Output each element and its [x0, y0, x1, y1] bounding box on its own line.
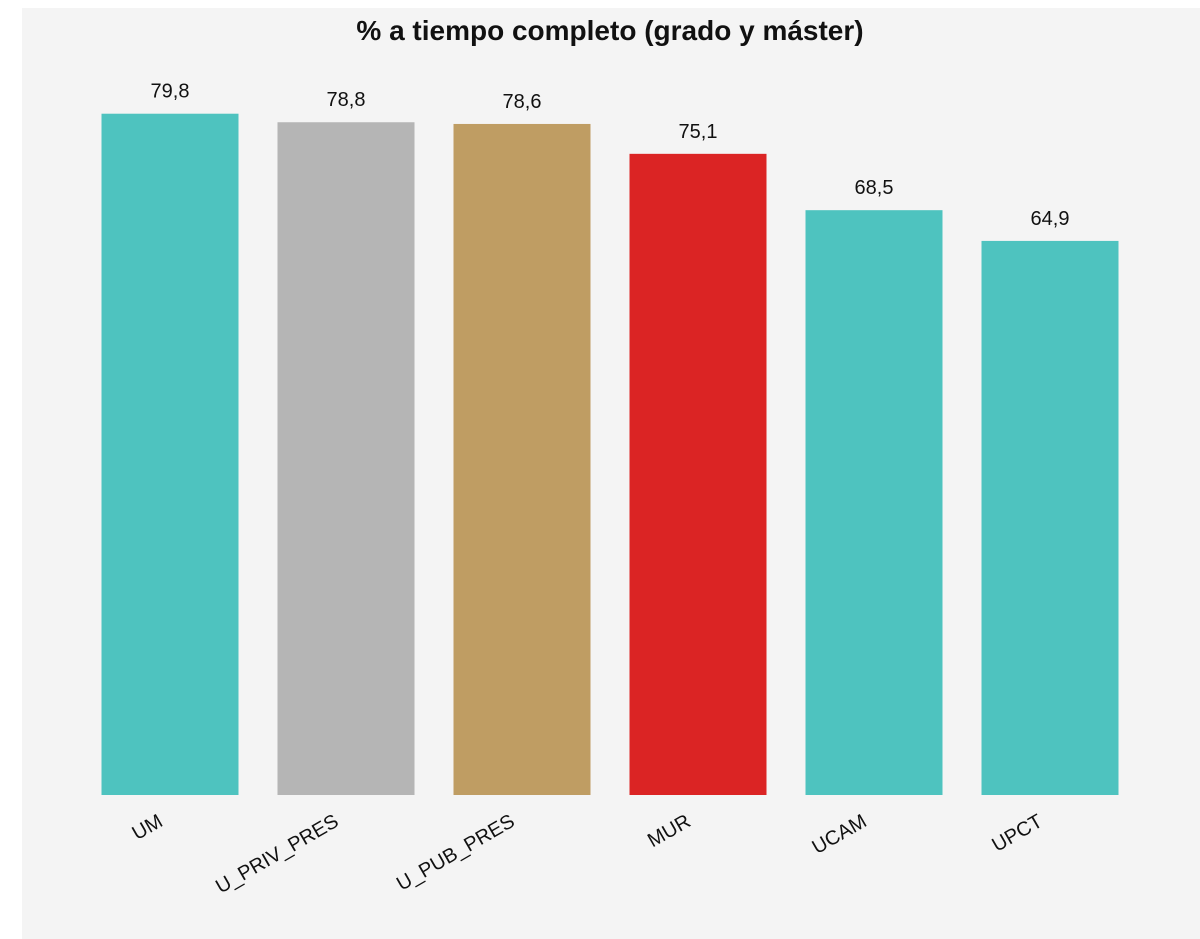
value-label: 79,8 [151, 81, 190, 103]
value-label: 78,6 [503, 91, 542, 113]
value-label: 68,5 [855, 177, 894, 199]
value-label: 75,1 [679, 121, 718, 143]
bar [277, 122, 415, 796]
bar [453, 123, 591, 795]
value-label: 64,9 [1031, 208, 1070, 230]
value-label: 78,8 [327, 89, 366, 111]
bar [629, 153, 767, 796]
bar [101, 113, 239, 795]
chart-title: % a tiempo completo (grado y máster) [356, 15, 863, 46]
bar [805, 210, 943, 795]
bar [981, 240, 1119, 795]
